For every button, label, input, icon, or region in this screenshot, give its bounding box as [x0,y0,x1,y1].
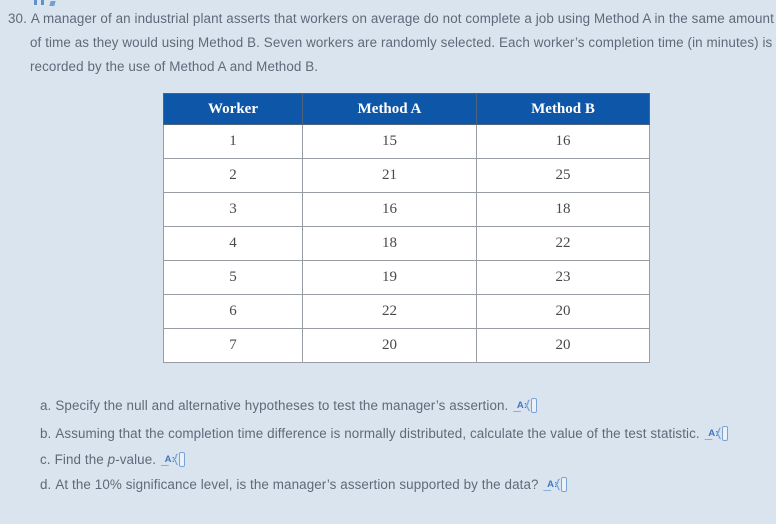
table-cell-worker: 5 [163,260,303,295]
table-cell-method-b: 20 [476,294,650,329]
question-label: b. [40,426,52,441]
brace-icon [172,453,178,466]
question-label: d. [40,477,52,492]
question-c: c.Find the p-value. _A: [40,448,774,471]
question-list: a. Specify the null and alternative hypot… [40,394,774,501]
question-text: At the 10% significance level, is the ma… [55,477,539,492]
answer-blank: _ [544,477,552,492]
problem-statement: 30. A manager of an industrial plant asse… [8,7,774,79]
column-header-method-a: Method A [302,93,477,125]
answer-icon[interactable]: A: [708,426,729,441]
table-cell-worker: 7 [163,328,303,363]
table-cell-worker: 2 [163,158,303,193]
artifact-mark [41,0,44,5]
table-cell-worker: 4 [163,226,303,261]
question-text: -value. [115,452,157,467]
table-row: 4 18 22 [163,226,650,261]
answer-blank: _ [161,452,169,467]
question-text: Specify the null and alternative hypothe… [55,398,509,413]
table-cell-method-b: 22 [476,226,650,261]
problem-number: 30. [8,11,27,26]
column-header-worker: Worker [163,93,303,125]
answer-icon-label: A: [547,477,568,492]
problem-text: A manager of an industrial plant asserts… [30,11,774,74]
brace-icon [525,399,530,412]
table-cell-method-a: 22 [302,294,477,329]
table-cell-worker: 3 [163,192,303,227]
column-header-method-b: Method B [476,93,650,125]
p-value-italic: p [107,452,116,467]
table-cell-method-b: 20 [476,328,650,363]
brace-icon [555,478,561,491]
table-cell-method-b: 23 [476,260,650,295]
question-text: Assuming that the completion time differ… [55,426,700,441]
artifact-mark [34,0,37,5]
table-cell-method-b: 25 [476,158,650,193]
answer-icon[interactable]: A: [547,477,568,492]
table-cell-method-b: 16 [476,124,650,159]
table-cell-method-a: 20 [302,328,477,363]
completion-times-table: Worker Method A Method B 1 15 16 2 21 25… [163,93,650,363]
answer-icon[interactable]: A: [517,398,537,413]
brace-icon [716,427,722,440]
table-row: 6 22 20 [163,294,650,329]
table-row: 7 20 20 [163,328,650,363]
table-cell-method-b: 18 [476,192,650,227]
artifact-mark [49,1,56,6]
question-label: c. [40,452,51,467]
table-cell-method-a: 18 [302,226,477,261]
table-cell-method-a: 15 [302,124,477,159]
table-row: 5 19 23 [163,260,650,295]
table-cell-worker: 1 [163,124,303,159]
table-cell-worker: 6 [163,294,303,329]
table-row: 3 16 18 [163,192,650,227]
table-cell-method-a: 21 [302,158,477,193]
answer-icon-label: A: [165,452,185,467]
question-b: b. Assuming that the completion time diff… [40,422,774,445]
table-row: 2 21 25 [163,158,650,193]
answer-icon[interactable]: A: [165,452,185,467]
question-a: a. Specify the null and alternative hypot… [40,394,774,417]
table-row: 1 15 16 [163,124,650,159]
answer-blank: _ [705,426,713,441]
question-text: Find the [54,452,108,467]
answer-icon-label: A: [517,398,537,413]
table-cell-method-a: 16 [302,192,477,227]
question-d: d. At the 10% significance level, is the … [40,473,774,496]
answer-icon-label: A: [708,426,729,441]
table-cell-method-a: 19 [302,260,477,295]
answer-blank: _ [513,398,521,413]
question-label: a. [40,398,52,413]
table-header-row: Worker Method A Method B [163,93,650,125]
